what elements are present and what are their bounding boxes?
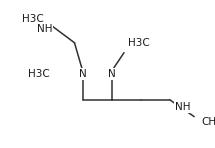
Text: H3C: H3C <box>22 14 44 24</box>
Text: N: N <box>108 69 115 79</box>
Text: H3C: H3C <box>28 69 50 79</box>
Text: NH: NH <box>175 102 190 112</box>
Text: CH3: CH3 <box>201 117 215 127</box>
Text: H3C: H3C <box>128 38 150 48</box>
Text: NH: NH <box>37 24 52 34</box>
Text: N: N <box>79 69 87 79</box>
